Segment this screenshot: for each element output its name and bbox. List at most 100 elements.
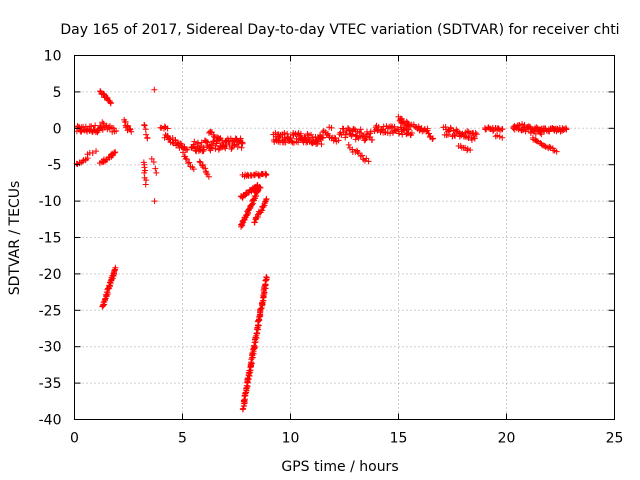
data-point	[234, 143, 241, 150]
data-point	[346, 127, 353, 134]
data-point	[263, 195, 270, 202]
data-point	[429, 135, 436, 142]
data-point	[257, 184, 264, 191]
data-point	[191, 138, 198, 145]
y-tick-label: -5	[48, 158, 62, 174]
data-point	[367, 128, 374, 135]
data-point	[151, 86, 158, 93]
data-point	[425, 130, 432, 137]
data-point	[328, 124, 335, 131]
data-point	[195, 140, 202, 147]
data-point	[218, 137, 225, 144]
data-point	[128, 128, 135, 135]
data-point	[408, 129, 415, 136]
data-point	[357, 126, 364, 133]
data-point	[141, 122, 148, 129]
data-point	[177, 140, 184, 147]
data-point	[257, 308, 264, 315]
data-point	[369, 136, 376, 143]
data-point	[107, 100, 114, 107]
data-point	[239, 406, 246, 413]
x-axis-title: GPS time / hours	[281, 459, 398, 475]
y-tick-label: -15	[39, 231, 62, 247]
data-point	[391, 123, 398, 130]
data-point	[287, 134, 294, 141]
data-point	[164, 125, 171, 132]
data-point	[345, 141, 352, 148]
data-point	[359, 152, 366, 159]
data-point	[302, 134, 309, 141]
data-point	[221, 143, 228, 150]
data-point	[141, 164, 148, 171]
data-point	[190, 166, 197, 173]
x-tick-label: 5	[178, 431, 187, 447]
data-point	[200, 146, 207, 153]
data-point	[308, 131, 315, 138]
data-point	[111, 149, 118, 156]
data-point	[429, 135, 436, 142]
data-point	[251, 219, 258, 226]
data-point	[452, 132, 459, 139]
data-point	[152, 165, 159, 172]
data-point	[150, 159, 157, 166]
data-point	[447, 124, 454, 131]
data-point	[335, 137, 342, 144]
tick-label-layer: 0 5 10 15 20 25 10 5 0 -5 -10 -15 -20 -25 -30 -35 -40	[39, 49, 624, 447]
data-point	[151, 198, 158, 205]
data-point	[202, 165, 209, 172]
data-point	[332, 135, 339, 142]
data-point	[180, 149, 187, 156]
data-point	[240, 397, 247, 404]
data-point	[185, 160, 192, 167]
y-tick-label: -10	[39, 194, 62, 210]
data-point	[499, 134, 506, 141]
data-point	[403, 125, 410, 132]
data-point	[563, 126, 570, 133]
y-tick-label: 5	[53, 85, 62, 101]
data-point	[331, 134, 338, 141]
data-point	[388, 125, 395, 132]
data-series-sdtvar	[73, 86, 570, 413]
data-point	[183, 156, 190, 163]
data-point	[144, 134, 151, 141]
data-point	[103, 94, 110, 101]
chart-title: Day 165 of 2017, Sidereal Day-to-day VTE…	[60, 22, 619, 38]
data-point	[93, 148, 100, 155]
data-point	[318, 141, 325, 148]
x-tick-label: 20	[498, 431, 516, 447]
data-point	[254, 182, 261, 189]
y-tick-label: 0	[53, 121, 62, 137]
data-point	[207, 144, 214, 151]
data-point	[141, 169, 148, 176]
y-tick-label: -20	[39, 267, 62, 283]
data-point	[363, 135, 370, 142]
data-point	[188, 144, 195, 151]
data-point	[148, 155, 155, 162]
data-point	[99, 119, 106, 126]
data-point	[424, 125, 431, 132]
data-point	[546, 128, 553, 135]
data-point	[354, 148, 361, 155]
data-point	[258, 305, 265, 312]
tick-layer	[74, 55, 615, 420]
data-point	[182, 155, 189, 162]
data-point	[263, 274, 270, 281]
data-point	[445, 131, 452, 138]
data-point	[262, 172, 269, 179]
data-point	[184, 146, 191, 153]
data-point	[239, 139, 246, 146]
data-point	[281, 130, 288, 137]
data-point	[262, 277, 269, 284]
data-point	[124, 122, 131, 129]
data-point	[172, 136, 179, 143]
data-point	[196, 158, 203, 165]
data-point	[112, 149, 119, 156]
data-point	[464, 133, 471, 140]
x-tick-label: 10	[282, 431, 300, 447]
data-point	[253, 330, 260, 337]
data-point	[339, 125, 346, 132]
data-point	[473, 131, 480, 138]
data-point	[242, 390, 249, 397]
data-point	[111, 267, 118, 274]
